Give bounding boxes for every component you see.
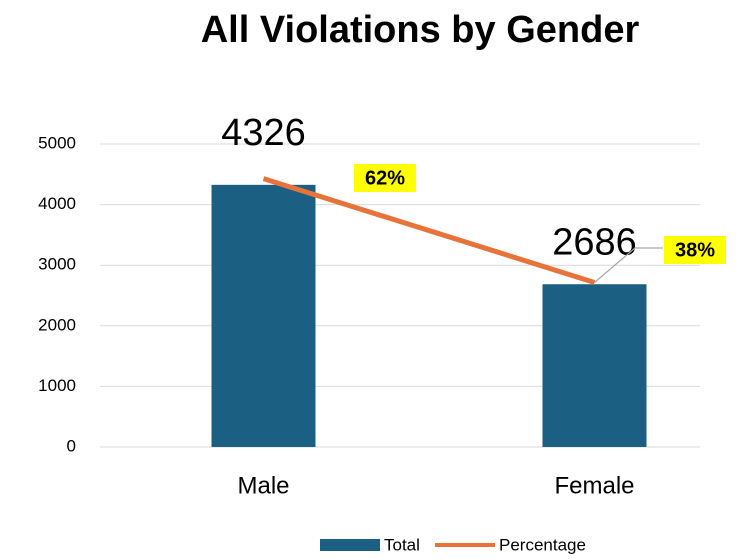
- bar: [211, 184, 316, 447]
- line-value-label: 38%: [675, 239, 715, 261]
- x-tick-label: Male: [237, 472, 289, 499]
- label-highlight: [354, 164, 416, 192]
- legend-label: Percentage: [499, 535, 586, 554]
- y-tick-label: 4000: [38, 194, 76, 213]
- y-tick-label: 0: [67, 436, 76, 455]
- legend-label: Total: [384, 535, 420, 554]
- chart-title: All Violations by Gender: [201, 9, 640, 51]
- bar: [542, 284, 647, 447]
- bar-value-label: 4326: [221, 112, 306, 154]
- y-tick-label: 5000: [38, 133, 76, 152]
- y-tick-label: 2000: [38, 315, 76, 334]
- y-tick-label: 3000: [38, 255, 76, 274]
- leader-line: [594, 247, 663, 283]
- line-value-label: 62%: [365, 167, 405, 189]
- y-tick-label: 1000: [38, 376, 76, 395]
- legend-swatch: [320, 539, 380, 551]
- line-series: [262, 176, 596, 285]
- label-highlight: [664, 236, 726, 264]
- bar-value-label: 2686: [552, 221, 637, 263]
- x-tick-label: Female: [554, 472, 634, 499]
